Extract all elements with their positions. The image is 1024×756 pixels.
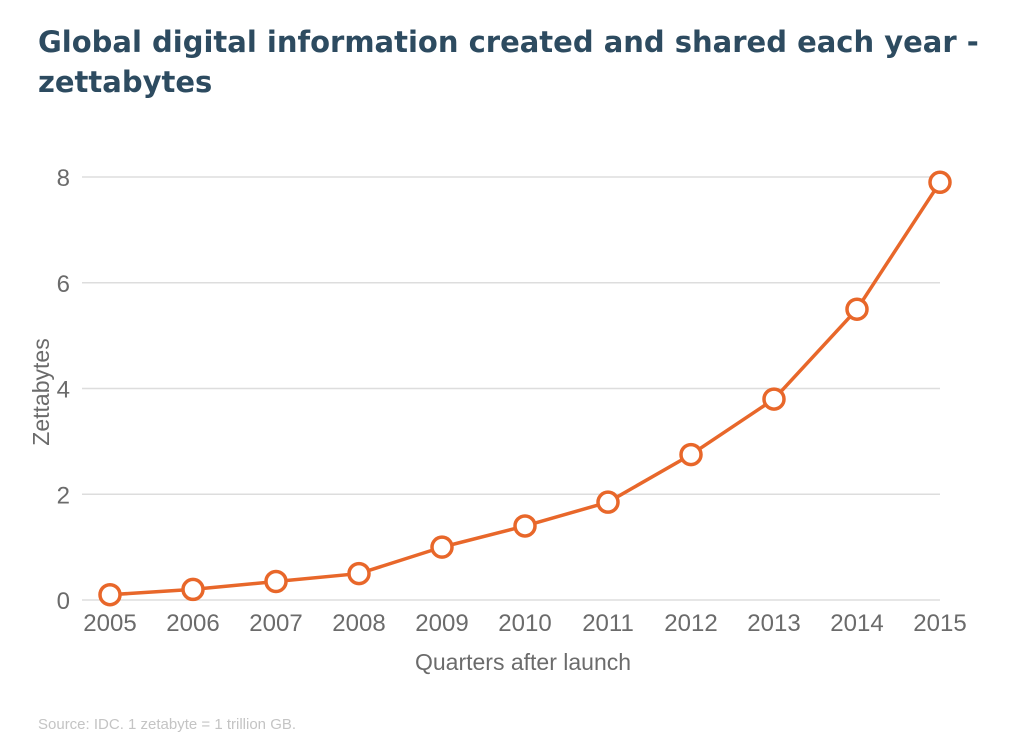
x-tick-label: 2013: [747, 610, 800, 637]
data-point: [845, 297, 869, 321]
data-point: [264, 569, 288, 594]
x-tick-label: 2005: [83, 610, 136, 637]
x-tick-label: 2010: [498, 610, 551, 637]
data-point: [98, 582, 122, 607]
data-point: [513, 514, 537, 538]
y-tick-label: 2: [57, 482, 70, 509]
y-tick-label: 4: [57, 377, 70, 404]
y-axis-ticks: 0 2 4 6 8: [57, 165, 70, 615]
x-tick-label: 2014: [830, 610, 883, 637]
x-tick-label: 2006: [166, 610, 219, 637]
y-tick-label: 6: [57, 271, 70, 298]
x-tick-label: 2008: [332, 610, 385, 637]
data-point: [596, 490, 620, 514]
gridlines: [82, 176, 940, 601]
data-point: [181, 577, 205, 602]
x-axis-ticks: 2005 2006 2007 2008 2009 2010 2011 2012 2013 2014…: [83, 610, 966, 637]
x-tick-label: 2011: [582, 610, 634, 637]
data-point: [679, 442, 703, 467]
data-point: [430, 535, 454, 559]
source-note: Source: IDC. 1 zetabyte = 1 trillion GB.: [38, 716, 297, 733]
data-point: [762, 387, 786, 411]
x-tick-label: 2007: [249, 610, 302, 637]
x-tick-label: 2015: [913, 610, 966, 637]
y-axis-title: Zettabytes: [28, 338, 54, 445]
x-axis-title: Quarters after launch: [415, 649, 631, 675]
chart-title: Global digital information created and s…: [38, 25, 979, 99]
data-point: [928, 170, 952, 195]
x-tick-label: 2012: [664, 610, 717, 637]
x-tick-label: 2009: [415, 610, 468, 637]
y-tick-label: 8: [57, 165, 70, 192]
y-tick-label: 0: [57, 588, 70, 615]
data-point: [347, 561, 371, 586]
series-layer: [98, 170, 952, 607]
